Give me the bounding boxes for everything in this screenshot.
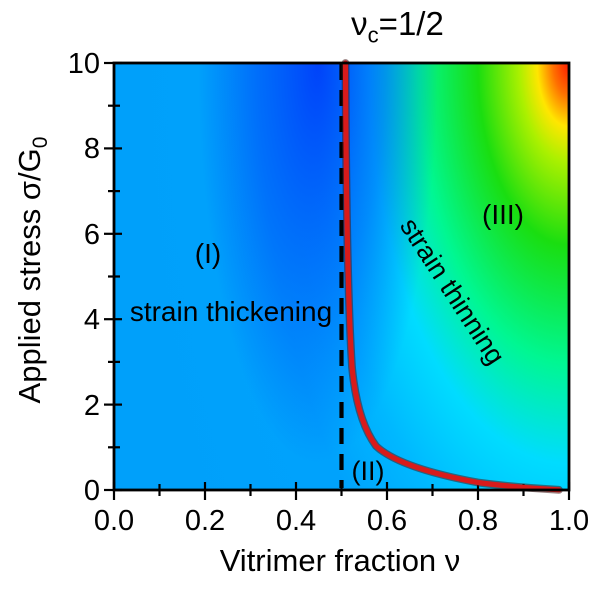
x-tick-label-0.4: 0.4 [275,505,317,537]
x-tick-label-1.0: 1.0 [548,505,590,537]
y-tick-label-0: 0 [83,475,100,507]
plot-title: νc=1/2 [295,5,500,46]
title-subscript: c [367,22,379,48]
phase-boundary-curve-outline [341,59,563,494]
y-tick-label-6: 6 [83,219,100,251]
region-1-name-label: strain thickening [129,296,333,327]
x-tick-label-0.2: 0.2 [184,505,226,537]
axis-ticks [104,61,571,500]
x-tick-label-0.0: 0.0 [93,505,135,537]
x-tick-label-0.6: 0.6 [366,505,408,537]
region-3-id-label: (III) [482,199,524,230]
region-1-id-label: (I) [194,238,222,269]
phase-boundary-curve [342,60,562,493]
y-tick-label-10: 10 [67,48,100,80]
x-axis-label: Vitrimer fraction ν [219,543,461,578]
x-tick-label-0.8: 0.8 [457,505,499,537]
title-nu-symbol: ν [351,5,368,42]
y-tick-label-8: 8 [83,133,100,165]
plot-frame [112,61,571,492]
region-2-id-label: (II) [351,456,385,486]
title-equation: =1/2 [378,5,444,42]
y-tick-label-2: 2 [83,390,100,422]
y-tick-label-4: 4 [83,304,100,336]
